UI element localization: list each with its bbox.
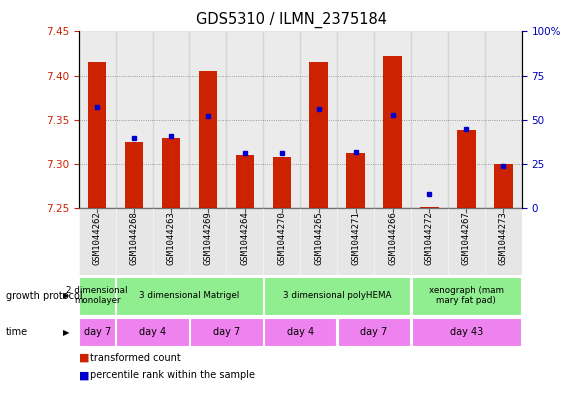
- Bar: [448, 31, 485, 208]
- Bar: [161, 138, 180, 208]
- Text: transformed count: transformed count: [90, 353, 181, 363]
- Text: 2 dimensional
monolayer: 2 dimensional monolayer: [66, 286, 128, 305]
- Text: 3 dimensional Matrigel: 3 dimensional Matrigel: [139, 291, 240, 300]
- Bar: [374, 31, 411, 208]
- Text: growth protocol: growth protocol: [6, 291, 82, 301]
- Bar: [448, 208, 485, 275]
- Bar: [79, 31, 115, 208]
- Bar: [337, 208, 374, 275]
- Text: ▶: ▶: [62, 328, 69, 336]
- Bar: [189, 208, 226, 275]
- Bar: [199, 71, 217, 208]
- Bar: [117, 277, 262, 315]
- Bar: [411, 31, 448, 208]
- Bar: [264, 318, 336, 346]
- Text: day 7: day 7: [213, 327, 240, 337]
- Bar: [226, 208, 264, 275]
- Text: day 43: day 43: [449, 327, 483, 337]
- Bar: [115, 31, 153, 208]
- Text: GSM1044268: GSM1044268: [129, 212, 139, 265]
- Bar: [190, 318, 262, 346]
- Text: GDS5310 / ILMN_2375184: GDS5310 / ILMN_2375184: [196, 12, 387, 28]
- Text: ■: ■: [79, 353, 89, 363]
- Bar: [153, 31, 189, 208]
- Text: GSM1044263: GSM1044263: [167, 212, 175, 265]
- Bar: [494, 164, 512, 208]
- Bar: [264, 208, 300, 275]
- Bar: [79, 318, 115, 346]
- Text: day 7: day 7: [360, 327, 388, 337]
- Bar: [457, 130, 476, 208]
- Text: GSM1044265: GSM1044265: [314, 212, 323, 265]
- Bar: [125, 142, 143, 208]
- Text: ■: ■: [79, 370, 89, 380]
- Text: day 4: day 4: [287, 327, 314, 337]
- Bar: [79, 208, 115, 275]
- Text: percentile rank within the sample: percentile rank within the sample: [90, 370, 255, 380]
- Bar: [189, 31, 226, 208]
- Bar: [411, 208, 448, 275]
- Text: GSM1044273: GSM1044273: [499, 212, 508, 265]
- Text: xenograph (mam
mary fat pad): xenograph (mam mary fat pad): [429, 286, 504, 305]
- Bar: [273, 157, 291, 208]
- Bar: [300, 31, 337, 208]
- Bar: [338, 318, 410, 346]
- Bar: [412, 318, 521, 346]
- Bar: [310, 62, 328, 208]
- Bar: [485, 31, 522, 208]
- Text: GSM1044262: GSM1044262: [93, 212, 101, 265]
- Text: 3 dimensional polyHEMA: 3 dimensional polyHEMA: [283, 291, 391, 300]
- Bar: [236, 155, 254, 208]
- Bar: [264, 31, 300, 208]
- Bar: [412, 277, 521, 315]
- Text: GSM1044267: GSM1044267: [462, 212, 471, 265]
- Bar: [346, 153, 365, 208]
- Bar: [374, 208, 411, 275]
- Bar: [88, 62, 106, 208]
- Text: GSM1044269: GSM1044269: [203, 212, 212, 265]
- Bar: [264, 277, 410, 315]
- Text: GSM1044272: GSM1044272: [425, 212, 434, 265]
- Text: day 4: day 4: [139, 327, 166, 337]
- Bar: [384, 56, 402, 208]
- Text: GSM1044271: GSM1044271: [351, 212, 360, 265]
- Bar: [117, 318, 189, 346]
- Text: day 7: day 7: [83, 327, 111, 337]
- Text: GSM1044270: GSM1044270: [278, 212, 286, 265]
- Bar: [153, 208, 189, 275]
- Bar: [226, 31, 264, 208]
- Text: time: time: [6, 327, 28, 337]
- Text: GSM1044264: GSM1044264: [240, 212, 250, 265]
- Bar: [115, 208, 153, 275]
- Bar: [79, 277, 115, 315]
- Text: ▶: ▶: [62, 291, 69, 300]
- Bar: [485, 208, 522, 275]
- Bar: [300, 208, 337, 275]
- Text: GSM1044266: GSM1044266: [388, 212, 397, 265]
- Bar: [420, 206, 438, 208]
- Bar: [337, 31, 374, 208]
